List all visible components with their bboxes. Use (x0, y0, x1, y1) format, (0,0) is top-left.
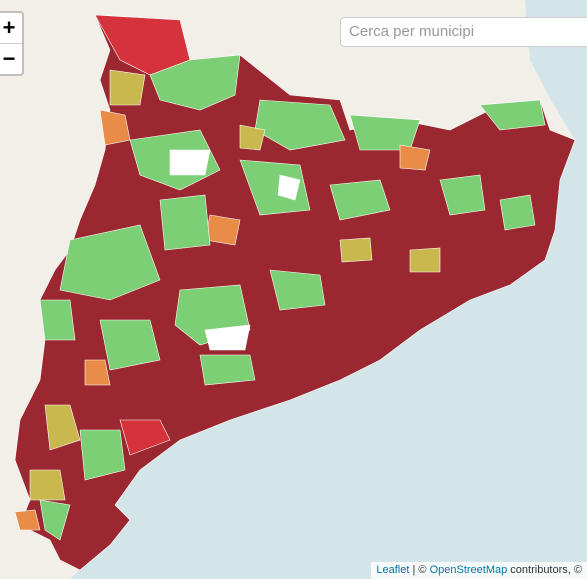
search-input[interactable]: Cerca per municipi (340, 17, 587, 47)
zoom-control: + − (0, 11, 24, 76)
zoom-out[interactable]: − (0, 43, 22, 74)
attribution-text: contributors, © (510, 564, 582, 576)
municipalities (14, 14, 546, 541)
leaflet-link[interactable]: Leaflet (376, 564, 410, 576)
attribution: Leaflet | © OpenStreetMap contributors, … (371, 562, 587, 579)
osm-link[interactable]: OpenStreetMap (429, 564, 508, 576)
separator: | © (412, 564, 427, 576)
zoom-in[interactable]: + (2, 15, 16, 40)
